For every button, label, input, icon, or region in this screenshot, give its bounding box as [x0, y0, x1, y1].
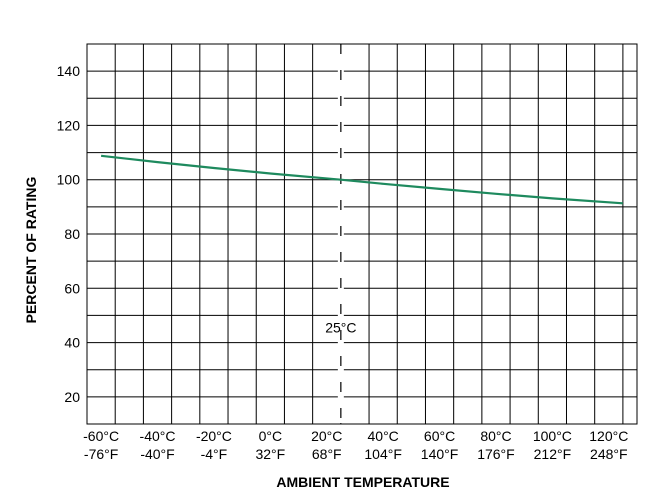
- x-tick-label-fahrenheit: 140°F: [421, 446, 459, 462]
- series-line: [100, 154, 623, 205]
- x-tick-label-celsius: -20°C: [196, 428, 232, 444]
- y-tick-label: 100: [57, 172, 81, 188]
- x-tick-labels: -60°C -76°F -40°C -40°F -20°C -4°F 0°C 32°F 20°C…: [83, 428, 628, 462]
- y-axis-title: PERCENT OF RATING: [23, 177, 39, 324]
- y-tick-label: 40: [64, 335, 80, 351]
- plot-frame: [86, 43, 638, 425]
- x-tick-label-fahrenheit: -76°F: [84, 446, 118, 462]
- x-tick-label-fahrenheit: -40°F: [140, 446, 174, 462]
- x-tick-label-fahrenheit: 176°F: [477, 446, 515, 462]
- series-group: [100, 154, 623, 205]
- x-tick-label-fahrenheit: 248°F: [590, 446, 628, 462]
- x-tick-label-fahrenheit: 212°F: [534, 446, 572, 462]
- x-tick-label-celsius: 120°C: [589, 428, 628, 444]
- x-tick-label-celsius: 100°C: [533, 428, 572, 444]
- y-tick-labels: 20 40 60 80 100 120 140: [57, 63, 81, 405]
- y-tick-label: 60: [64, 280, 80, 296]
- x-tick-label-celsius: 20°C: [311, 428, 342, 444]
- x-tick-label-celsius: 60°C: [424, 428, 455, 444]
- x-tick-label-celsius: 40°C: [368, 428, 399, 444]
- reference-annotation: 25°C: [325, 320, 356, 336]
- reference-line-group: [337, 44, 344, 424]
- y-tick-label: 120: [57, 117, 81, 133]
- x-tick-label-fahrenheit: 32°F: [255, 446, 285, 462]
- y-tick-label: 20: [64, 389, 80, 405]
- x-tick-label-celsius: 0°C: [259, 428, 283, 444]
- y-tick-label: 80: [64, 226, 80, 242]
- y-tick-label: 140: [57, 63, 81, 79]
- x-tick-label-celsius: -40°C: [140, 428, 176, 444]
- x-tick-label-fahrenheit: 68°F: [312, 446, 342, 462]
- x-axis-title: AMBIENT TEMPERATURE: [276, 474, 449, 490]
- x-tick-label-celsius: 80°C: [480, 428, 511, 444]
- x-tick-label-fahrenheit: 104°F: [364, 446, 402, 462]
- x-tick-label-fahrenheit: -4°F: [201, 446, 228, 462]
- x-tick-label-celsius: -60°C: [83, 428, 119, 444]
